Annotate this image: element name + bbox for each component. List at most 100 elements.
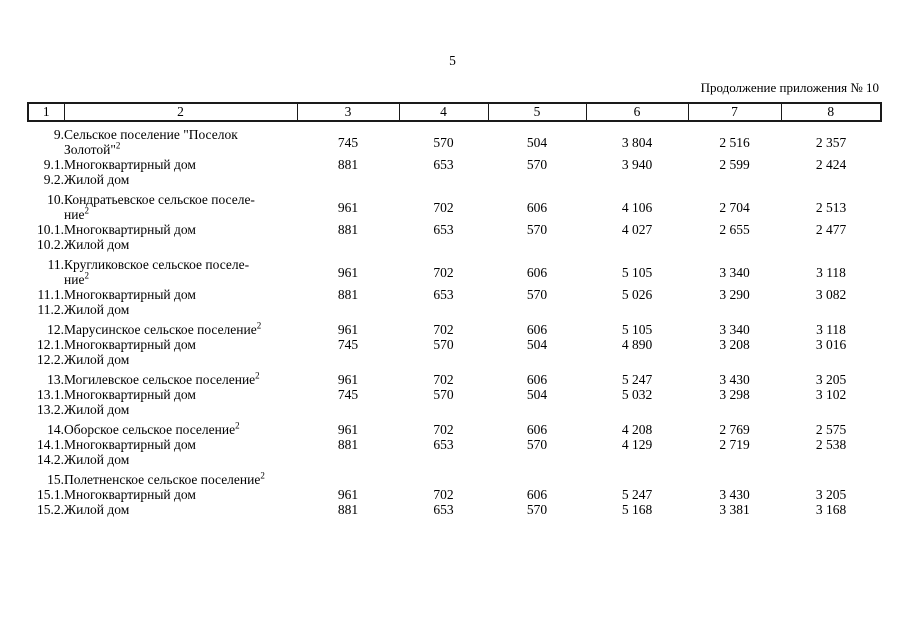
row-value: 3 118 [816,322,846,337]
row-value: 3 340 [719,322,750,337]
row-value: 2 424 [815,157,847,172]
row-value: 606 [526,422,548,437]
row-value [586,172,688,187]
row-name: Многоквартирный дом [64,437,196,452]
row-value: 570 [433,387,454,402]
row-value: 961 [337,372,359,387]
table-row: 11.1. Многоквартирный дом 881 653 570 5 026 3 … [28,287,881,302]
row-value: 570 [526,287,548,302]
continuation-note: Продолжение приложения № 10 [700,80,879,95]
row-value: 606 [526,264,548,280]
row-number: 10.1. [37,222,64,237]
row-value: 881 [337,287,359,302]
row-value: 3 290 [719,287,750,302]
data-table: 1 2 3 4 5 6 7 8 9. Сельское поселение "По… [27,102,882,517]
row-value: 702 [433,422,454,437]
row-value [488,402,586,417]
row-number: 12. [47,322,64,337]
row-name: Кондратьевское сельское поселе-ние2 [64,192,255,222]
row-number: 10.2. [37,237,64,252]
row-number: 9.1. [43,157,64,172]
row-number: 11. [47,257,64,272]
row-value: 5 105 [621,322,653,337]
table-row: 9.1. Многоквартирный дом 881 653 570 3 940 2 5… [28,157,881,172]
row-value: 3 940 [621,157,653,172]
footnote-marker: 2 [84,205,89,216]
row-value: 961 [337,487,359,502]
row-value: 702 [433,372,454,387]
row-value: 2 357 [815,134,847,150]
row-value: 961 [337,422,359,437]
row-value: 4 129 [621,437,653,452]
footnote-marker: 2 [235,420,240,431]
row-value: 2 704 [719,199,750,215]
row-value [586,352,688,367]
table-row: 13.2. Жилой дом [28,402,881,417]
table-header-row: 1 2 3 4 5 6 7 8 [27,102,882,122]
row-value: 653 [433,157,454,172]
column-header: 8 [780,102,882,122]
row-name: Могилевское сельское поселение2 [64,370,260,387]
table-row: 13. Могилевское сельское поселение2 961 702… [28,367,881,387]
table-row: 14.1. Многоквартирный дом 881 653 570 4 129 2 … [28,437,881,452]
row-number: 13.2. [37,402,64,417]
row-value: 2 516 [719,134,750,150]
row-value: 2 513 [815,199,847,215]
row-value [488,172,586,187]
row-value: 5 105 [621,264,653,280]
row-name: Полетненское сельское поселение2 [64,470,265,487]
table-row: 14. Оборское сельское поселение2 961 702 606… [28,417,881,437]
row-value: 961 [337,322,359,337]
column-header: 3 [296,102,400,122]
row-value: 606 [526,487,548,502]
row-value: 2 655 [719,222,750,237]
row-value [781,467,881,487]
table-row: 9.2. Жилой дом [28,172,881,187]
row-number: 11.1. [37,287,65,302]
row-value: 653 [433,287,454,302]
table-row: 10. Кондратьевское сельское поселе-ние2 96… [28,187,881,222]
table-row: 9. Сельское поселение "Поселок Золотой"2 74… [28,121,881,157]
row-value [781,452,881,467]
row-value: 702 [433,322,454,337]
row-value [688,172,781,187]
row-value [781,402,881,417]
row-name: Жилой дом [64,502,130,517]
row-value: 5 247 [621,372,653,387]
row-value: 881 [337,437,359,452]
row-value: 2 575 [815,422,847,437]
row-number: 10. [47,192,64,207]
row-value [297,237,399,252]
row-value: 3 430 [719,487,750,502]
row-value: 570 [526,502,548,517]
row-value: 702 [433,199,454,215]
row-number: 12.2. [37,352,64,367]
row-name: Марусинское сельское поселение2 [64,320,262,337]
row-value: 2 477 [815,222,847,237]
row-value [688,402,781,417]
row-value: 504 [526,387,548,402]
row-name: Жилой дом [64,402,130,417]
row-value [586,237,688,252]
row-value: 5 032 [621,387,653,402]
row-value: 881 [337,502,359,517]
table-row: 11. Кругликовское сельское поселе-ние2 961… [28,252,881,287]
row-value [399,467,488,487]
row-value [688,237,781,252]
row-value [399,302,488,317]
row-value: 3 102 [815,387,847,402]
table-row: 13.1. Многоквартирный дом 745 570 504 5 032 3 … [28,387,881,402]
row-number: 14.2. [37,452,64,467]
row-value [488,302,586,317]
row-value: 504 [526,134,548,150]
row-value: 570 [526,222,548,237]
row-value: 2 769 [719,422,750,437]
column-header: 7 [687,102,782,122]
row-value: 5 026 [621,287,653,302]
row-value [586,402,688,417]
row-name: Жилой дом [64,302,130,317]
row-value: 2 719 [719,437,750,452]
row-value: 3 298 [719,387,750,402]
row-value [297,352,399,367]
row-value: 606 [526,372,548,387]
